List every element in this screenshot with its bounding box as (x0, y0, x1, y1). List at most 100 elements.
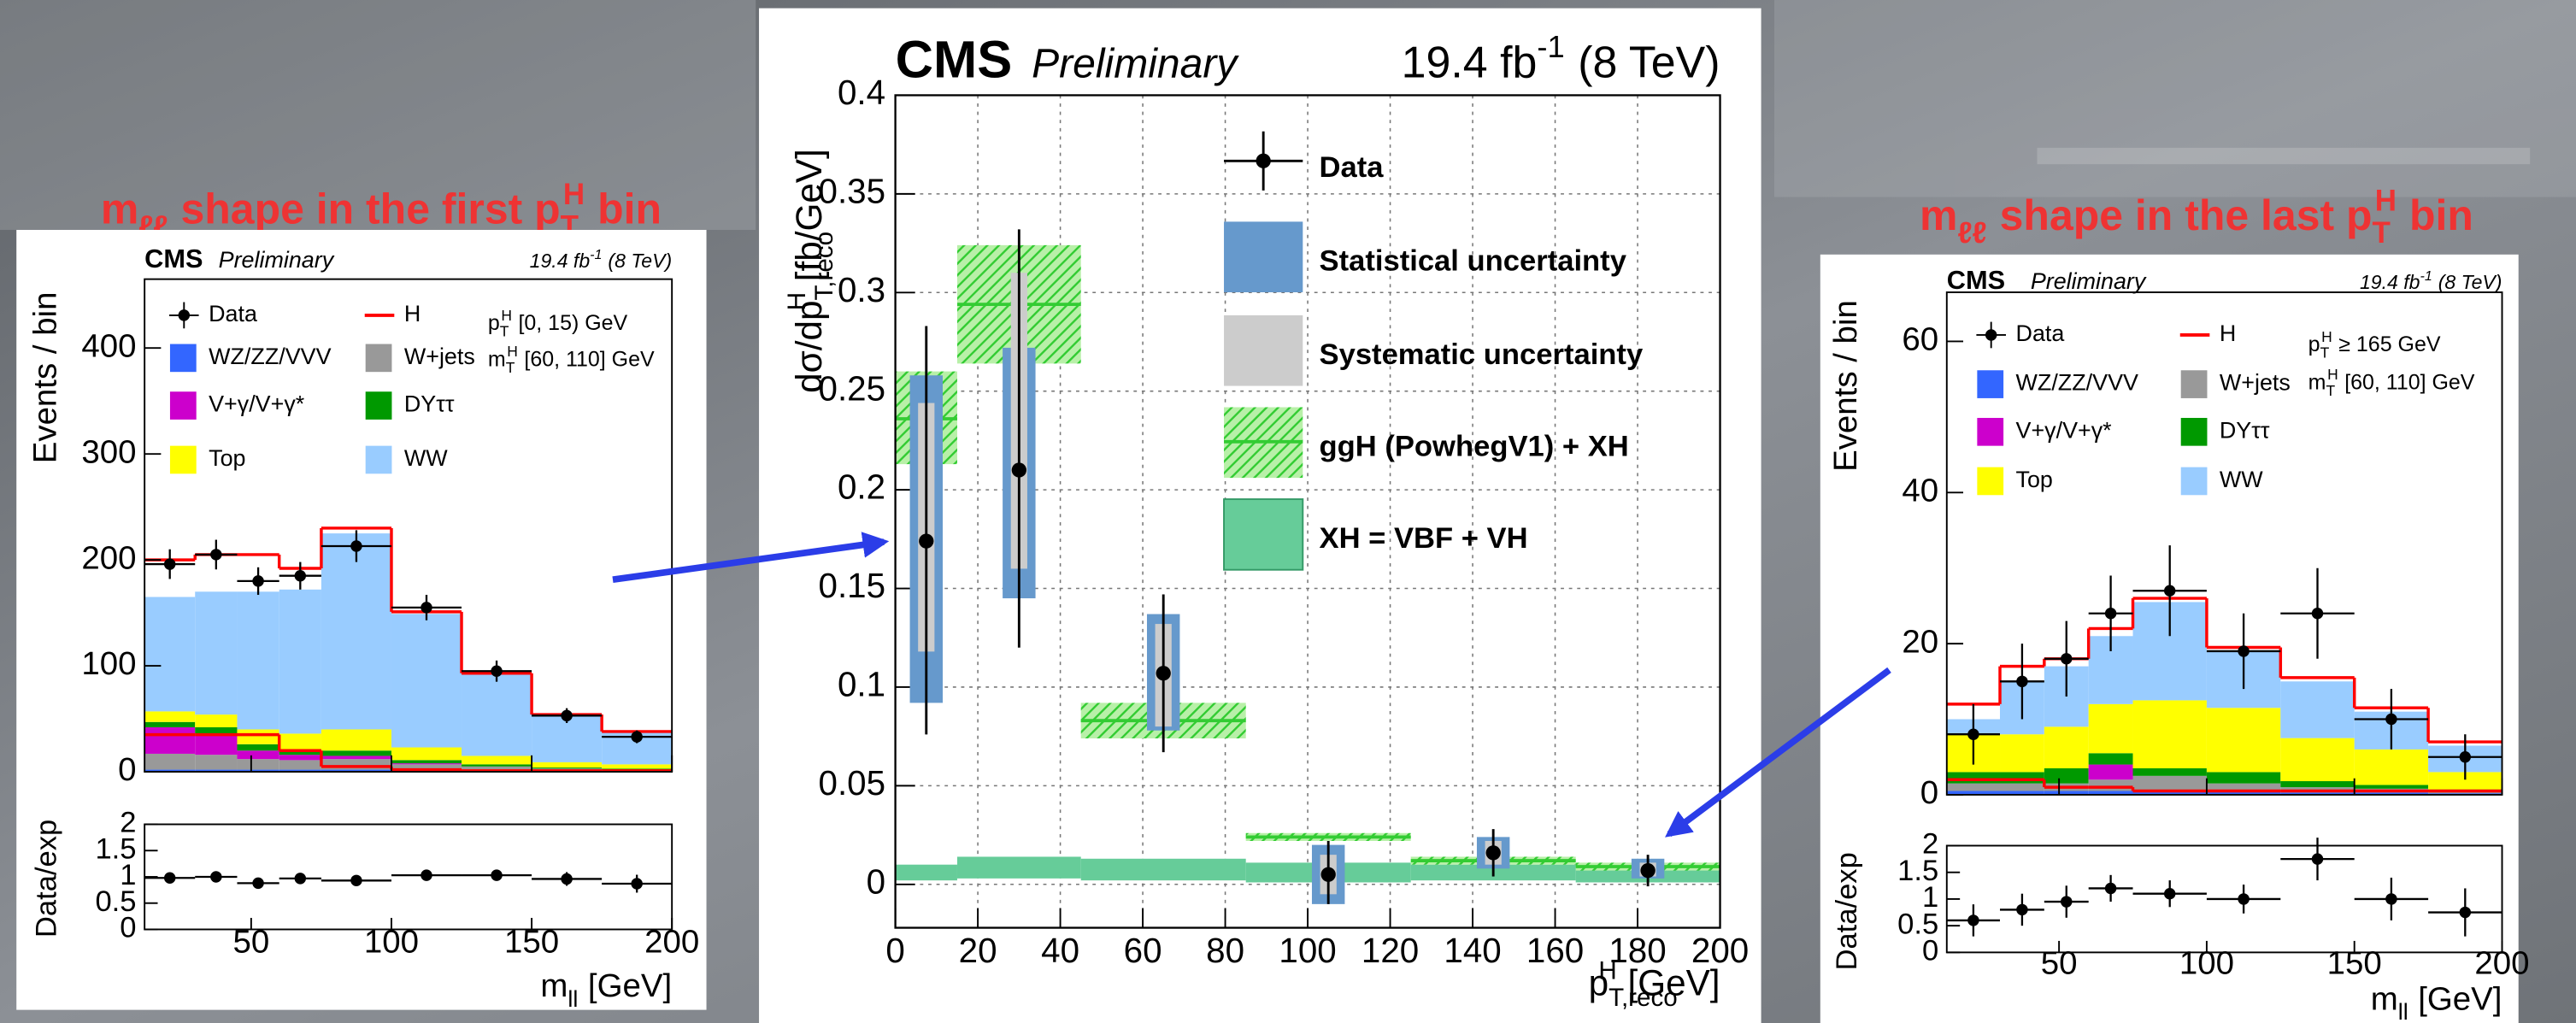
data-point (350, 874, 362, 887)
text-part: ll (568, 986, 578, 1012)
preliminary-label: Preliminary (219, 247, 335, 273)
stack-segment (144, 711, 196, 722)
x-tick-label: 140 (1444, 931, 1501, 970)
ratio-y-tick-label: 2 (1922, 828, 1938, 861)
xh-band (956, 856, 1081, 879)
legend-swatch (1224, 315, 1303, 386)
legend-swatch (1975, 368, 2006, 400)
text-part: T (2373, 216, 2391, 250)
text-part: (8 TeV) (608, 250, 672, 272)
arrow (612, 532, 890, 584)
data-point (2061, 653, 2073, 665)
data-point (2016, 675, 2028, 688)
text-part: m (488, 347, 506, 371)
text-part: ll (2398, 999, 2408, 1023)
y-tick-label: 0.2 (838, 467, 885, 507)
stack-segment (279, 733, 321, 750)
y-axis-label: Events / bin (1827, 300, 1864, 472)
caption: mℓℓ shape in the last pTH bin (1920, 185, 2473, 250)
stack-segment (195, 733, 238, 755)
xh-band (1080, 858, 1246, 881)
stack-segment (2088, 791, 2133, 795)
lumi-label: 19.4 fb-1 (8 TeV) (1402, 29, 1720, 86)
stack-segment (462, 755, 532, 765)
stack-segment (2000, 772, 2044, 784)
stack-segment (2354, 749, 2429, 785)
legend-marker (1985, 329, 1997, 341)
text-part: H (1598, 956, 1616, 985)
text-part: m (2371, 981, 2398, 1018)
legend-label: ggH (PowhegV1) + XH (1320, 431, 1629, 463)
data-point (2163, 585, 2176, 597)
text-part: ℓℓ (1957, 216, 1986, 250)
stack-segment (321, 729, 391, 751)
plot-frame (1945, 291, 2503, 796)
stack-segment (144, 721, 196, 727)
text-part: H (501, 307, 512, 324)
ratio-y-tick-label: 2 (120, 807, 136, 839)
legend-swatch (1223, 498, 1304, 571)
stack-segment (2280, 792, 2355, 795)
data-point (2104, 608, 2117, 620)
xh-band (895, 864, 957, 881)
background-texture (0, 0, 2576, 230)
x-tick-label: 50 (232, 923, 269, 960)
y-tick-label: 0.1 (838, 665, 885, 704)
text-part: T,reco (1609, 984, 1678, 1012)
legend-label: Data (209, 301, 257, 326)
caption: mℓℓ shape in the first pTH bin (101, 178, 662, 243)
text-part: bin (597, 185, 662, 232)
y-tick-label: 0.05 (819, 763, 886, 803)
arrow (1665, 667, 1891, 838)
stack-segment (144, 726, 196, 754)
stack-segment (2132, 700, 2207, 768)
legend-label: Systematic uncertainty (1320, 338, 1644, 371)
stack-segment (195, 714, 238, 727)
text-part: [GeV] (2418, 981, 2502, 1018)
stack-segment (391, 763, 462, 765)
stack-segment (1946, 791, 2001, 795)
text-part: ≥ 165 GeV (2338, 332, 2441, 356)
y-tick-label: 0.35 (819, 172, 886, 211)
text-part: m (101, 185, 138, 232)
legend-label: Data (1320, 151, 1385, 184)
stack-segment (2044, 791, 2089, 795)
cms-label: CMS (144, 244, 203, 273)
x-tick-label: 150 (504, 923, 559, 960)
data-point (2311, 608, 2324, 620)
y-tick-label: 0.25 (819, 368, 886, 408)
text-part: H (563, 178, 585, 211)
text-part: H (783, 292, 811, 310)
annotation: mTH [60, 110] GeV (488, 343, 655, 376)
data-point (421, 602, 432, 614)
legend-label: V+γ/V+γ* (209, 391, 305, 417)
lumi-label: 19.4 fb-1 (8 TeV) (2360, 268, 2502, 293)
legend-swatch (363, 444, 394, 476)
x-tick-label: 200 (1691, 931, 1749, 970)
stack-segment (2000, 734, 2044, 773)
data-point (252, 877, 264, 890)
data-point (1967, 728, 1979, 740)
legend-swatch (1224, 221, 1303, 292)
stack-segment (195, 755, 238, 770)
data-point (2311, 853, 2324, 865)
data-point (210, 549, 222, 561)
stack-segment (144, 769, 196, 773)
legend-swatch (2179, 465, 2209, 497)
background-block (1773, 0, 2576, 197)
stack-segment (532, 767, 603, 769)
ratio-y-tick-label: 1 (120, 859, 136, 891)
y-tick-label: 0 (1920, 774, 1938, 811)
x-tick-label: 200 (644, 923, 699, 960)
text-part: H (2375, 185, 2397, 218)
text-part: H (507, 343, 518, 360)
text-part: shape in the first p (180, 185, 560, 232)
stack-segment (279, 769, 321, 773)
x-tick-label: 120 (1362, 931, 1419, 970)
legend-swatch (168, 390, 198, 421)
ratio-y-tick-label: 1 (1922, 881, 1938, 914)
stack-segment (2088, 764, 2133, 780)
stack-segment (2088, 779, 2133, 791)
y-tick-label: 400 (81, 327, 136, 364)
